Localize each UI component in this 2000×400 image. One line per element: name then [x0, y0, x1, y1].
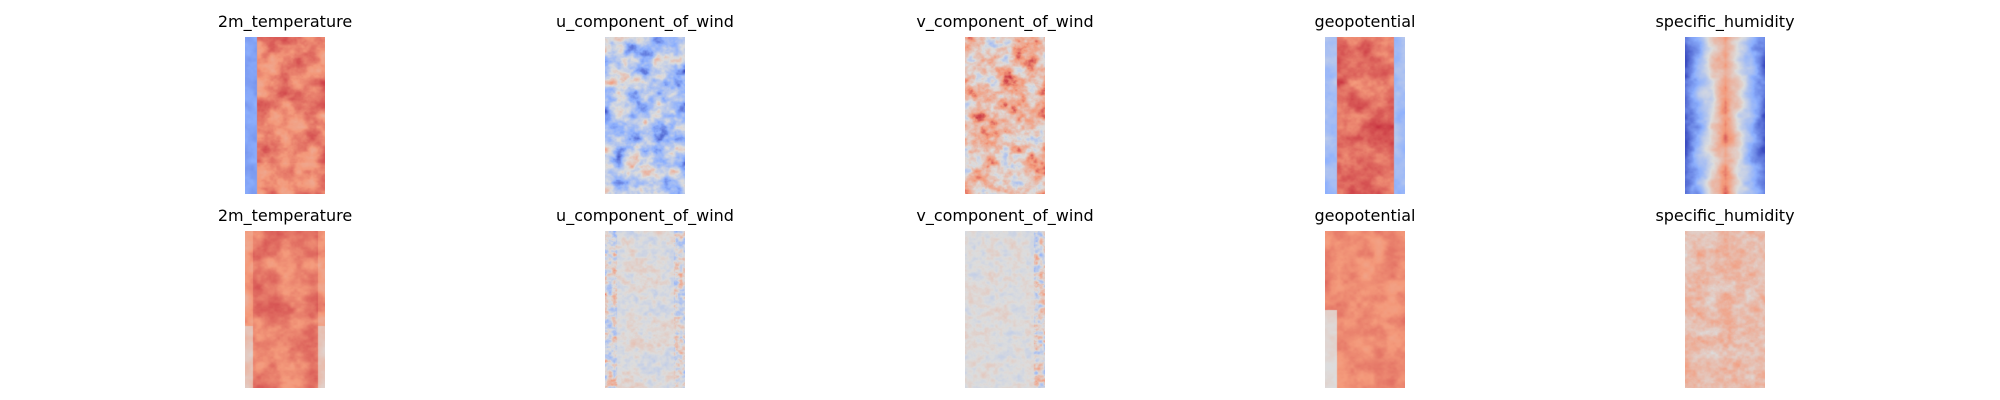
heatmap-canvas	[965, 231, 1045, 388]
panel-title: 2m_temperature	[217, 12, 353, 31]
panel-title: u_component_of_wind	[556, 12, 734, 31]
heatmap-panel: specific_humidity	[1575, 207, 1875, 388]
heatmap-image	[245, 231, 325, 388]
heatmap-panel: v_component_of_wind	[855, 207, 1155, 388]
heatmap-canvas	[1325, 37, 1405, 194]
heatmap-panel: geopotential	[1215, 13, 1515, 194]
panel-title: geopotential	[1314, 206, 1416, 225]
heatmap-image	[1685, 231, 1765, 388]
heatmap-image	[605, 37, 685, 194]
panel-title: v_component_of_wind	[916, 206, 1094, 225]
panel-title: specific_humidity	[1655, 206, 1795, 225]
heatmap-image	[965, 231, 1045, 388]
panel-title: geopotential	[1314, 12, 1416, 31]
heatmap-image	[1325, 231, 1405, 388]
heatmap-canvas	[245, 37, 325, 194]
heatmap-panel: u_component_of_wind	[495, 13, 795, 194]
heatmap-panel: u_component_of_wind	[495, 207, 795, 388]
heatmap-image	[605, 231, 685, 388]
panel-title: v_component_of_wind	[916, 12, 1094, 31]
heatmap-canvas	[605, 231, 685, 388]
heatmap-panel: geopotential	[1215, 207, 1515, 388]
heatmap-image	[245, 37, 325, 194]
heatmap-panel: 2m_temperature	[135, 207, 435, 388]
heatmap-panel: specific_humidity	[1575, 13, 1875, 194]
heatmap-image	[965, 37, 1045, 194]
heatmap-canvas	[1685, 231, 1765, 388]
heatmap-canvas	[965, 37, 1045, 194]
heatmap-panel: 2m_temperature	[135, 13, 435, 194]
heatmap-canvas	[245, 231, 325, 388]
heatmap-canvas	[605, 37, 685, 194]
heatmap-image	[1685, 37, 1765, 194]
panel-title: specific_humidity	[1655, 12, 1795, 31]
panel-title: u_component_of_wind	[556, 206, 734, 225]
heatmap-canvas	[1685, 37, 1765, 194]
heatmap-panel: v_component_of_wind	[855, 13, 1155, 194]
panel-title: 2m_temperature	[217, 206, 353, 225]
heatmap-canvas	[1325, 231, 1405, 388]
heatmap-image	[1325, 37, 1405, 194]
